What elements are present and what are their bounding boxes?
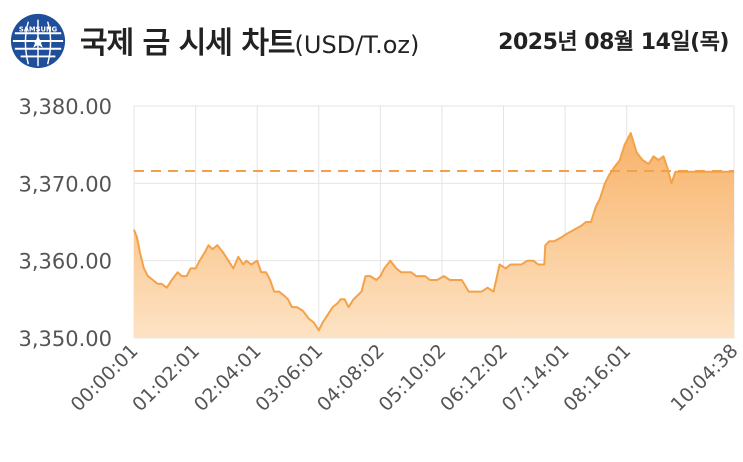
chart-title: 국제 금 시세 차트(USD/T.oz) (80, 18, 419, 62)
y-tick-label: 3,370.00 (18, 172, 112, 196)
y-tick-label: 3,360.00 (18, 250, 112, 274)
logo-text: SAMSUNG (19, 25, 58, 33)
chart-header: SAMSUNG 국제 금 시세 차트(USD/T.oz) 2025년 08월 1… (0, 0, 743, 80)
x-axis-labels: 00:00:0101:02:0102:04:0103:06:0104:08:02… (67, 340, 743, 416)
gold-price-chart: 3,350.00 3,360.00 3,370.00 3,380.00 00:00:0… (18, 95, 743, 416)
price-area (134, 133, 734, 338)
price-line (133, 132, 734, 332)
y-tick-label: 3,380.00 (18, 95, 112, 119)
title-text: 국제 금 시세 차트 (80, 26, 296, 61)
y-axis-labels: 3,350.00 3,360.00 3,370.00 3,380.00 (18, 95, 112, 351)
title-unit: (USD/T.oz) (294, 31, 420, 59)
y-tick-label: 3,350.00 (18, 327, 112, 351)
x-tick-label: 08:16:01 (559, 340, 635, 416)
chart-date: 2025년 08월 14일(목) (498, 30, 729, 55)
samsung-globe-logo: SAMSUNG (10, 13, 66, 69)
x-tick-label: 10:04:38 (667, 340, 743, 416)
